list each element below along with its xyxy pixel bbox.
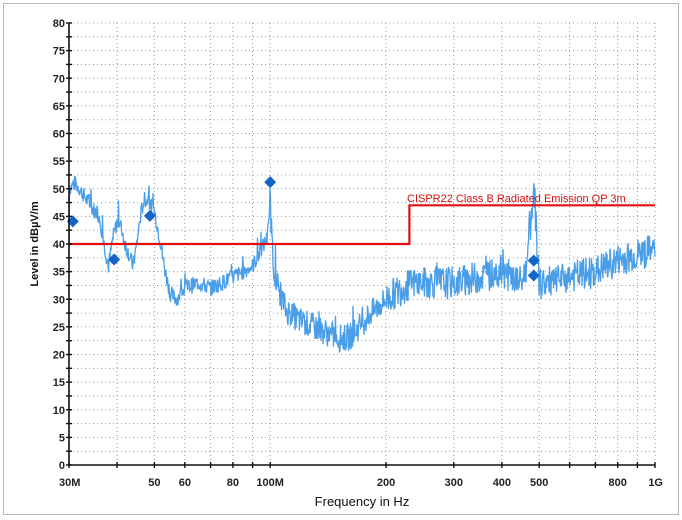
y-tick-label: 20 — [53, 350, 65, 362]
peak-marker — [264, 176, 277, 189]
peak-markers — [66, 176, 540, 282]
limit-line — [69, 204, 655, 246]
x-tick-label: 1G — [648, 477, 663, 489]
limit-polyline — [69, 204, 655, 246]
x-tick-label: 80 — [227, 477, 239, 489]
x-tick-label: 100M — [256, 477, 284, 489]
x-tick-label: 300 — [445, 477, 463, 489]
y-tick-label: 65 — [53, 101, 65, 113]
y-tick-label: 0 — [59, 460, 65, 472]
limit-label: CISPR22 Class B Radiated Emission QP 3m — [407, 193, 626, 205]
y-tick-label: 45 — [53, 211, 65, 223]
axes: 0 5 10 15 20 25 30 35 40 45 50 55 60 65 70 75 80 30M 50 60 8… — [53, 18, 663, 489]
y-tick-label: 25 — [53, 322, 65, 334]
peak-marker — [527, 269, 540, 282]
peak-marker — [108, 253, 121, 266]
peak-marker — [66, 215, 79, 228]
y-tick-label: 10 — [53, 405, 65, 417]
y-tick-label: 50 — [53, 184, 65, 196]
x-tick-label: 30M — [59, 477, 80, 489]
x-tick-label: 50 — [148, 477, 160, 489]
y-tick-label: 75 — [53, 46, 65, 58]
x-tick-label: 60 — [179, 477, 191, 489]
y-tick-label: 80 — [53, 18, 65, 30]
x-tick-label: 200 — [377, 477, 395, 489]
measurement-trace — [68, 175, 656, 354]
y-tick-label: 5 — [59, 432, 65, 444]
x-tick-label: 800 — [609, 477, 627, 489]
x-tick-label: 500 — [530, 477, 548, 489]
y-tick-label: 60 — [53, 129, 65, 141]
y-tick-label: 35 — [53, 267, 65, 279]
y-tick-label: 55 — [53, 156, 65, 168]
x-axis-label: Frequency in Hz — [315, 494, 410, 509]
y-tick-label: 40 — [53, 239, 65, 251]
peak-marker — [143, 209, 156, 222]
y-tick-label: 15 — [53, 377, 65, 389]
peak-marker — [527, 254, 540, 267]
y-tick-label: 30 — [53, 294, 65, 306]
y-axis-label: Level in dBµV/m — [29, 201, 41, 286]
y-tick-label: 70 — [53, 73, 65, 85]
x-tick-label: 400 — [493, 477, 511, 489]
trace-path — [68, 175, 656, 354]
